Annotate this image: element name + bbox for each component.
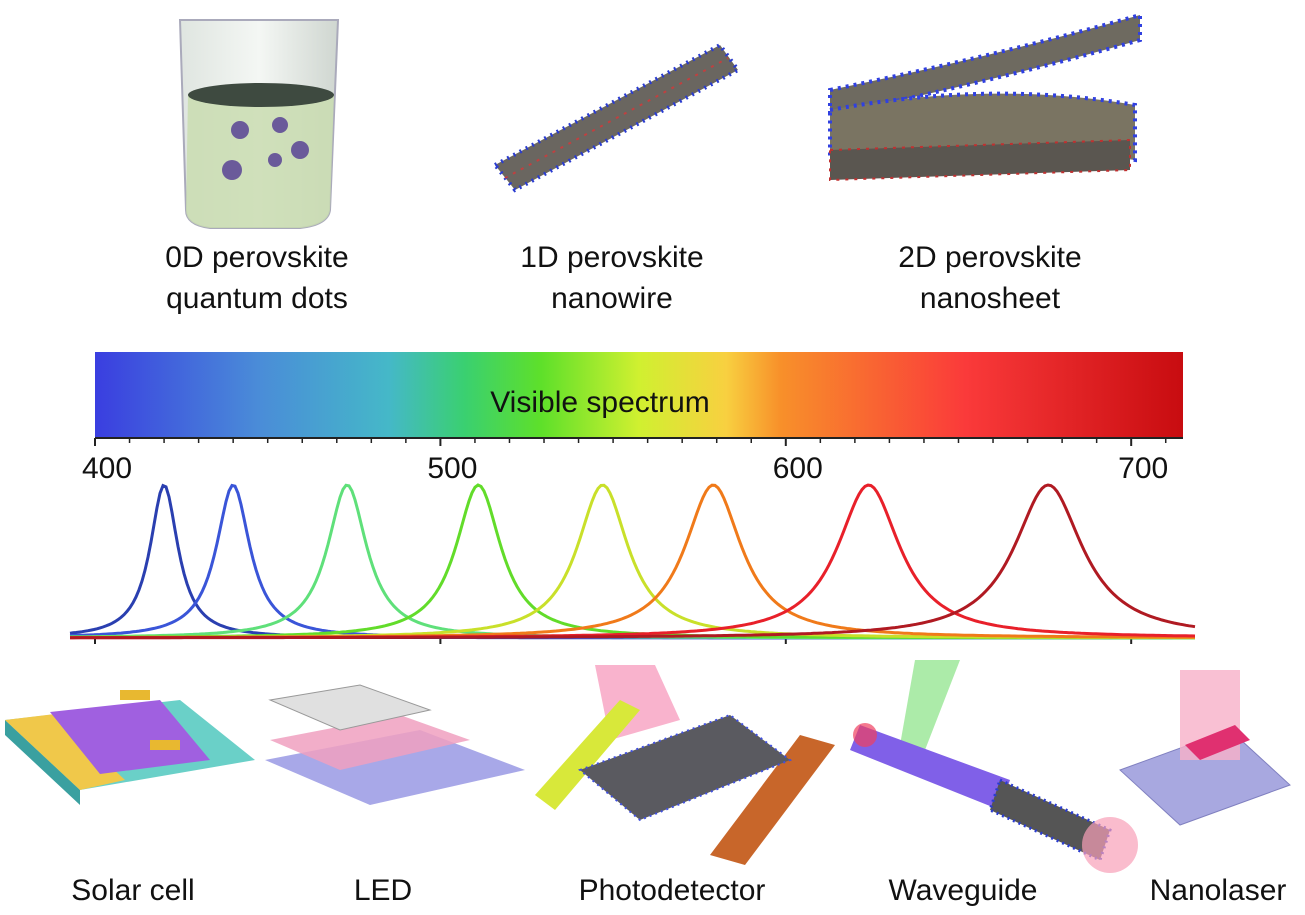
- tick-label: 600: [773, 452, 823, 485]
- structure-label: quantum dots: [166, 282, 348, 315]
- application-label: Solar cell: [71, 874, 194, 907]
- structure-label: 2D perovskite: [898, 241, 1081, 274]
- structure-label: nanowire: [551, 282, 673, 315]
- emission-peak: [70, 483, 1196, 640]
- application-label: Nanolaser: [1150, 874, 1287, 907]
- solar-cell-illustration: [5, 690, 255, 805]
- spectrum-bar: [95, 352, 1183, 438]
- application-label: Photodetector: [579, 874, 766, 907]
- photodetector-illustration: [535, 665, 835, 865]
- tick-label: 400: [82, 452, 132, 485]
- structure-label: 0D perovskite: [165, 241, 348, 274]
- waveguide-illustration: [850, 660, 1138, 873]
- application-label: LED: [354, 874, 412, 907]
- labels: 0D perovskite quantum dots 1D perovskite…: [71, 241, 1286, 907]
- tick-label: 700: [1118, 452, 1168, 485]
- nanolaser-illustration: [1119, 670, 1291, 826]
- structure-label: nanosheet: [920, 282, 1061, 315]
- spectrum-label: Visible spectrum: [490, 386, 710, 419]
- application-label: Waveguide: [889, 874, 1038, 907]
- led-illustration: [265, 684, 525, 805]
- tick-label: 500: [427, 452, 477, 485]
- nanowire-illustration: [491, 42, 741, 193]
- structure-label: 1D perovskite: [520, 241, 703, 274]
- nanosheet-illustration: [828, 12, 1142, 182]
- beaker-illustration: [178, 19, 340, 229]
